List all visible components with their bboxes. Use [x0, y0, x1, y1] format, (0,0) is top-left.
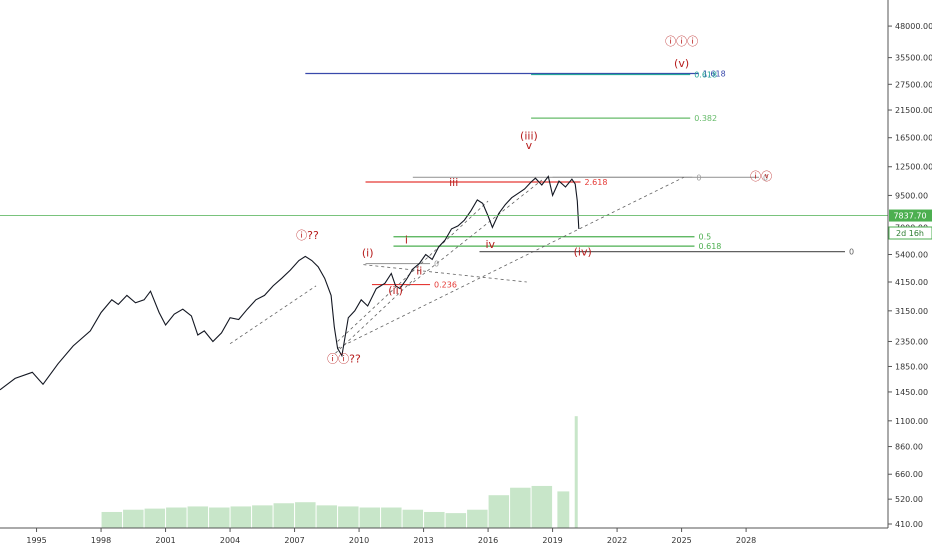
x-tick-label: 2025	[671, 536, 691, 545]
trend-lines	[229, 176, 684, 354]
y-tick-label: 48000.00	[895, 22, 932, 31]
x-tick-label: 1998	[91, 536, 111, 545]
volume-bar	[488, 495, 510, 528]
y-tick-label: 4150.00	[895, 278, 928, 287]
x-tick-label: 2004	[220, 536, 240, 545]
trend-line[interactable]	[337, 176, 684, 349]
volume-bar	[166, 507, 187, 528]
x-tick-label: 2013	[413, 536, 433, 545]
y-tick-label: 3150.00	[895, 307, 928, 316]
volume-bar	[381, 507, 402, 528]
wave-label: ⓘⓘⓘ	[665, 35, 698, 48]
y-tick-label: 5400.00	[895, 250, 928, 259]
volume-bar	[424, 511, 445, 528]
y-tick-label: 2350.00	[895, 337, 928, 346]
fib-level-label: 0	[434, 260, 439, 269]
wave-label: ⓘⓥ	[750, 170, 772, 183]
wave-label: (iii)	[520, 130, 538, 143]
trend-line[interactable]	[337, 200, 489, 342]
y-tick-label: 1450.00	[895, 388, 928, 397]
volume-bar	[574, 416, 578, 528]
volume-series	[101, 416, 578, 528]
fib-level-label: 0	[763, 173, 768, 182]
y-tick-label: 860.00	[895, 443, 923, 452]
x-tick-label: 2022	[607, 536, 627, 545]
wave-label: (v)	[674, 57, 689, 70]
countdown-badge-bg	[888, 226, 932, 240]
wave-label: ii	[416, 265, 422, 278]
y-tick-label: 12500.00	[895, 163, 932, 172]
wave-label: ⓘ??	[296, 229, 319, 242]
volume-bar	[123, 509, 144, 528]
wave-label: (iv)	[574, 245, 592, 258]
volume-bar	[295, 502, 316, 528]
y-tick-label: 1100.00	[895, 417, 928, 426]
volume-bar	[467, 509, 488, 528]
volume-bar	[230, 506, 252, 528]
last-price-value: 7837.70	[893, 212, 926, 221]
x-tick-label: 2028	[736, 536, 756, 545]
volume-bar	[531, 485, 553, 528]
time-axis[interactable]: 1995 1998 2001 2004 2007 2010 2013 2016 2019 2022…	[26, 528, 756, 545]
fib-level-label: 0.382	[694, 114, 717, 123]
wave-label: (i)	[362, 246, 374, 259]
volume-bar	[187, 506, 209, 528]
wave-label: iii	[449, 176, 458, 189]
fib-level-label: 0.618	[694, 71, 717, 80]
volume-bar	[252, 505, 273, 528]
volume-bar	[316, 505, 338, 528]
countdown-value: 2d 16h	[896, 229, 924, 238]
fib-level-label: 0.618	[698, 242, 721, 251]
y-tick-label: 64000.00	[895, 0, 932, 1]
volume-bar	[144, 508, 166, 528]
fib-level-label: 2.618	[585, 178, 608, 187]
y-tick-label: 410.00	[895, 520, 923, 529]
wave-label: v	[526, 139, 533, 152]
y-tick-label: 9500.00	[895, 191, 928, 200]
trend-line[interactable]	[335, 278, 416, 354]
y-tick-label: 16500.00	[895, 134, 932, 143]
x-tick-label: 2016	[478, 536, 498, 545]
volume-bar	[557, 491, 570, 528]
wave-label: iv	[485, 238, 495, 251]
last-price-badge: 7837.70	[889, 209, 932, 222]
wave-label: (ii)	[388, 284, 403, 297]
volume-bar	[359, 507, 381, 528]
y-tick-label: 1850.00	[895, 362, 928, 371]
fib-level-label: 0	[849, 248, 854, 257]
x-tick-label: 2007	[284, 536, 304, 545]
volume-bar	[510, 487, 531, 528]
wave-label: i	[405, 233, 408, 246]
countdown-badge: 2d 16h	[888, 226, 932, 240]
fib-level-label: 1.618	[703, 69, 726, 78]
fib-level-label: 0.236	[434, 281, 457, 290]
wave-label: ⓘⓘ??	[327, 353, 361, 366]
volume-bar	[338, 506, 359, 528]
y-tick-label: 21500.00	[895, 106, 932, 115]
volume-bar	[101, 511, 123, 528]
volume-bar	[273, 503, 295, 528]
y-tick-label: 660.00	[895, 470, 923, 479]
volume-bar	[445, 513, 467, 528]
x-tick-label: 1995	[26, 536, 46, 545]
y-tick-label: 27500.00	[895, 80, 932, 89]
volume-bar	[402, 509, 424, 528]
trend-line[interactable]	[229, 285, 317, 345]
y-tick-label: 520.00	[895, 495, 923, 504]
price-series-line	[0, 175, 580, 391]
volume-bar	[209, 507, 230, 528]
x-tick-label: 2001	[155, 536, 175, 545]
fib-level-label: 0.5	[698, 233, 711, 242]
x-tick-label: 2019	[542, 536, 562, 545]
y-tick-label: 35500.00	[895, 54, 932, 63]
x-tick-label: 2010	[349, 536, 369, 545]
last-price-badge-bg	[889, 209, 932, 222]
trend-line[interactable]	[408, 179, 543, 287]
